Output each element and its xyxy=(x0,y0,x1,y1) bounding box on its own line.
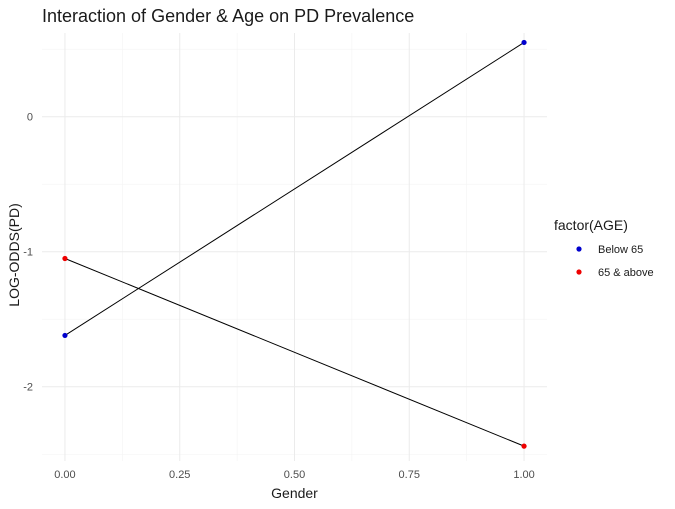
y-tick-label: -1 xyxy=(23,247,33,259)
y-axis-title: LOG-ODDS(PD) xyxy=(6,203,22,306)
y-axis-ticks: 0 -1 -2 xyxy=(23,112,33,394)
series-line xyxy=(64,258,525,447)
data-point xyxy=(521,39,527,46)
legend-label: Below 65 xyxy=(598,244,643,256)
data-point xyxy=(62,255,68,262)
legend: factor(AGE) Below 65 65 & above xyxy=(554,217,654,279)
legend-label: 65 & above xyxy=(598,267,654,279)
x-tick-label: 0.25 xyxy=(169,469,190,481)
y-tick-label: -2 xyxy=(23,382,33,394)
legend-title: factor(AGE) xyxy=(554,217,628,233)
x-tick-label: 0.50 xyxy=(284,469,305,481)
x-axis-title: Gender xyxy=(271,485,318,501)
x-tick-label: 0.75 xyxy=(399,469,420,481)
chart-title: Interaction of Gender & Age on PD Preval… xyxy=(42,6,414,26)
data-point xyxy=(521,443,527,449)
x-tick-label: 0.00 xyxy=(54,469,75,481)
data-points xyxy=(62,39,527,449)
series-lines xyxy=(64,42,525,447)
grid xyxy=(42,33,547,461)
x-axis-ticks: 0.00 0.25 0.50 0.75 1.00 xyxy=(54,469,535,481)
x-tick-label: 1.00 xyxy=(513,469,534,481)
data-point xyxy=(62,332,68,339)
series-line xyxy=(64,42,525,336)
legend-key xyxy=(576,246,582,252)
y-tick-label: 0 xyxy=(27,112,33,124)
legend-key xyxy=(576,269,582,275)
